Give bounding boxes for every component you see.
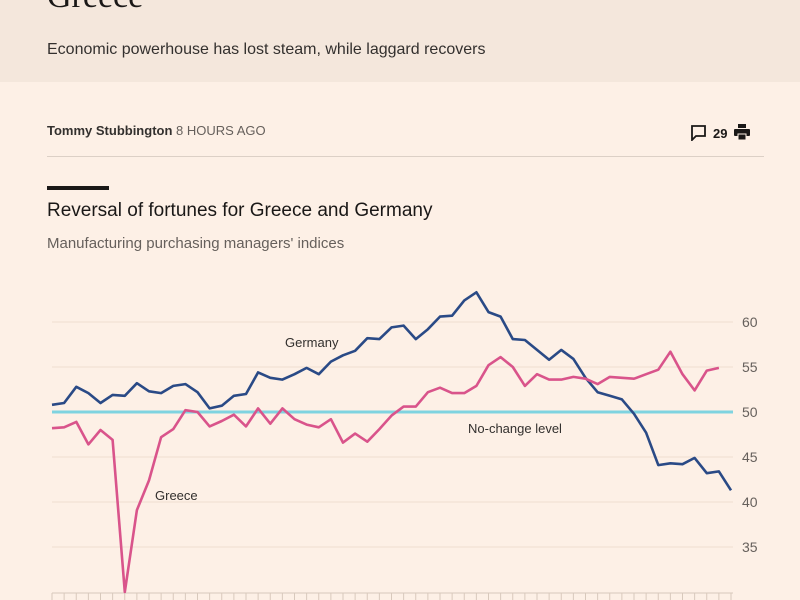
y-tick-label: 50 <box>742 404 758 420</box>
timestamp: 8 HOURS AGO <box>176 123 266 138</box>
comment-count[interactable]: 29 <box>713 126 728 141</box>
divider <box>47 156 764 157</box>
series-line-germany <box>51 290 733 492</box>
print-icon[interactable] <box>733 123 751 144</box>
standfirst: Economic powerhouse has lost steam, whil… <box>47 41 486 58</box>
y-tick-label: 55 <box>742 359 758 375</box>
y-tick-label: 40 <box>742 494 758 510</box>
series-line-greece <box>51 350 720 594</box>
series-label-greece: Greece <box>155 488 198 503</box>
chart-title: Reversal of fortunes for Greece and Germ… <box>47 200 433 221</box>
byline: Tommy Stubbington 8 HOURS AGO <box>47 123 266 138</box>
chart-accent-bar <box>47 186 109 190</box>
y-tick-label: 45 <box>742 449 758 465</box>
author-link[interactable]: Tommy Stubbington <box>47 123 173 138</box>
y-tick-label: 35 <box>742 539 758 555</box>
headline: Greece <box>47 0 143 16</box>
y-tick-label: 60 <box>742 314 758 330</box>
article-tools: 29 <box>690 123 751 144</box>
article-header: Greece Economic powerhouse has lost stea… <box>0 0 800 82</box>
comment-icon[interactable] <box>690 124 707 144</box>
series-label-germany: Germany <box>285 335 339 350</box>
chart-subtitle: Manufacturing purchasing managers' indic… <box>47 235 345 252</box>
no-change-label: No-change level <box>468 421 562 436</box>
